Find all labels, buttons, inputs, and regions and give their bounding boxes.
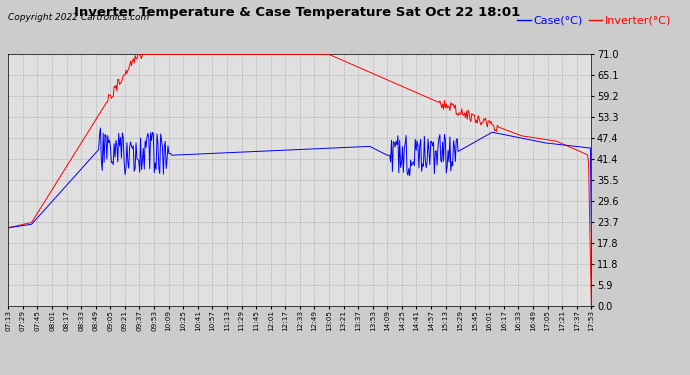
Text: Inverter Temperature & Case Temperature Sat Oct 22 18:01: Inverter Temperature & Case Temperature …: [74, 6, 520, 19]
Text: Copyright 2022 Cartronics.com: Copyright 2022 Cartronics.com: [8, 13, 150, 22]
Legend: Case(°C), Inverter(°C): Case(°C), Inverter(°C): [513, 11, 676, 30]
